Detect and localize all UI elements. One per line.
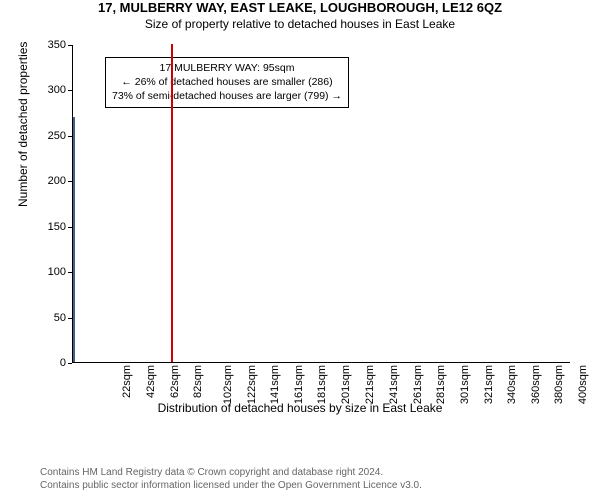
x-tick-label: 181sqm [316, 365, 328, 404]
chart-subtitle: Size of property relative to detached ho… [0, 17, 600, 31]
x-tick-label: 281sqm [436, 365, 448, 404]
y-tick-label: 350 [20, 39, 66, 51]
y-tick-label: 0 [20, 357, 66, 369]
x-tick-label: 82sqm [192, 365, 204, 398]
histogram-bar [73, 357, 75, 362]
footer-line2: Contains public sector information licen… [40, 479, 422, 492]
y-tick-label: 200 [20, 175, 66, 187]
reference-line [171, 44, 173, 362]
x-tick-label: 22sqm [121, 365, 133, 398]
x-tick-label: 62sqm [169, 365, 181, 398]
x-tick-label: 201sqm [340, 365, 352, 404]
x-tick-label: 221sqm [364, 365, 376, 404]
annotation-line1: 17 MULBERRY WAY: 95sqm [112, 61, 342, 75]
y-tick-label: 250 [20, 130, 66, 142]
x-tick-label: 141sqm [269, 365, 281, 404]
annotation-line2: ← 26% of detached houses are smaller (28… [112, 75, 342, 89]
y-tick-label: 150 [20, 221, 66, 233]
x-axis-label: Distribution of detached houses by size … [20, 401, 580, 415]
x-tick-label: 380sqm [554, 365, 566, 404]
x-tick-label: 261sqm [412, 365, 424, 404]
plot-area: 17 MULBERRY WAY: 95sqm ← 26% of detached… [72, 45, 570, 363]
x-tick-label: 102sqm [222, 365, 234, 404]
annotation-line3: 73% of semi-detached houses are larger (… [112, 89, 342, 103]
x-tick-label: 340sqm [506, 365, 518, 404]
x-tick-label: 42sqm [145, 365, 157, 398]
x-tick-label: 321sqm [483, 365, 495, 404]
footer-attribution: Contains HM Land Registry data © Crown c… [40, 466, 422, 492]
y-tick-label: 300 [20, 84, 66, 96]
y-tick-label: 100 [20, 266, 66, 278]
x-tick-label: 161sqm [293, 365, 305, 404]
x-tick-label: 122sqm [246, 365, 258, 404]
footer-line1: Contains HM Land Registry data © Crown c… [40, 466, 422, 479]
x-tick-label: 360sqm [530, 365, 542, 404]
chart-container: Number of detached properties 0501001502… [20, 37, 580, 417]
x-tick-label: 301sqm [459, 365, 471, 404]
chart-title: 17, MULBERRY WAY, EAST LEAKE, LOUGHBOROU… [0, 0, 600, 15]
y-tick-label: 50 [20, 312, 66, 324]
x-tick-label: 241sqm [388, 365, 400, 404]
x-tick-label: 400sqm [577, 365, 589, 404]
annotation-box: 17 MULBERRY WAY: 95sqm ← 26% of detached… [105, 57, 349, 108]
